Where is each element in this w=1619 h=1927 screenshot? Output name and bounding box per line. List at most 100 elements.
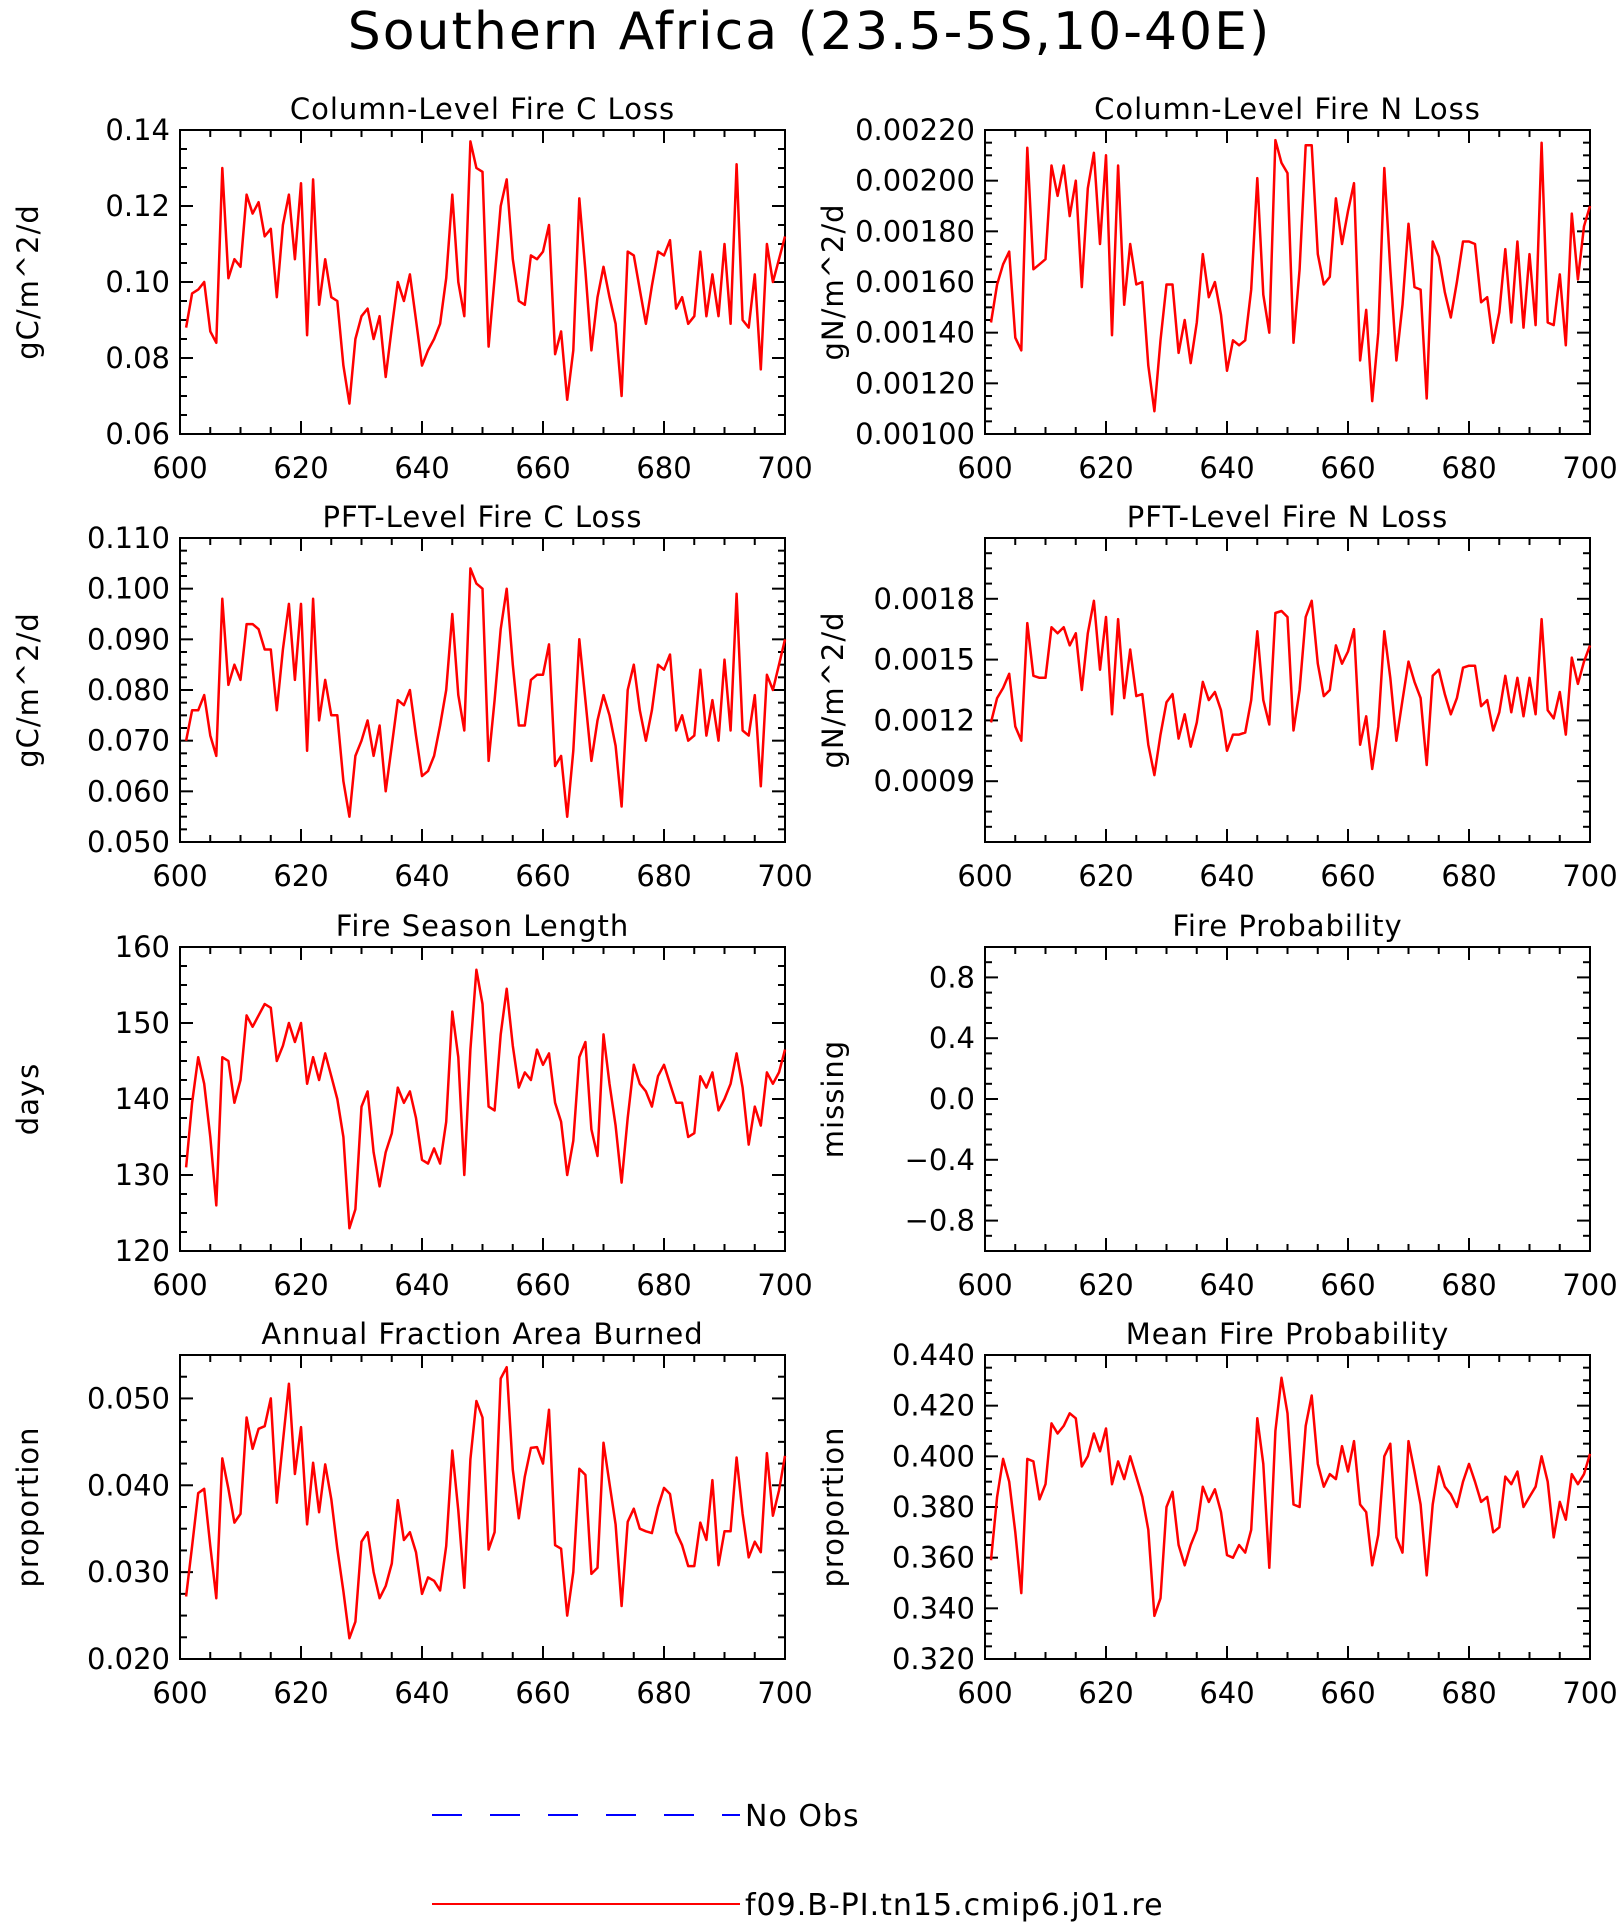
panel-2-ylabel: gN/m^2/d bbox=[816, 203, 850, 360]
panel-2-series-line bbox=[989, 138, 1592, 413]
panel-6-ytick-label: 0.4 bbox=[929, 1021, 975, 1055]
panel-4-ylabel: gN/m^2/d bbox=[816, 611, 850, 768]
panel-1-ytick-label: 0.10 bbox=[105, 265, 170, 299]
panel-8-ytick-label: 0.360 bbox=[892, 1541, 975, 1575]
panel-8-ytick-label: 0.420 bbox=[892, 1389, 975, 1423]
panel-2-ytick-label: 0.00180 bbox=[855, 214, 975, 248]
panel-3-title: PFT-Level Fire C Loss bbox=[323, 500, 643, 534]
panel-7-series-line bbox=[184, 1365, 787, 1640]
panel-5-ylabel: days bbox=[11, 1063, 45, 1135]
panel-2-ytick-label: 0.00140 bbox=[855, 316, 975, 350]
panel-3-ytick-label: 0.090 bbox=[87, 622, 170, 656]
panel-7-title: Annual Fraction Area Burned bbox=[261, 1317, 703, 1351]
panel-2-ytick-label: 0.00220 bbox=[855, 113, 975, 147]
panel-1-xtick-label: 700 bbox=[757, 451, 812, 485]
panel-6-xtick-label: 600 bbox=[957, 1268, 1012, 1302]
panel-1-ytick-label: 0.12 bbox=[105, 189, 170, 223]
panel-8-ytick-label: 0.440 bbox=[892, 1338, 975, 1372]
panel-1-ytick-label: 0.06 bbox=[105, 417, 170, 451]
panel-2-title: Column-Level Fire N Loss bbox=[1094, 92, 1481, 126]
panel-7-xtick-label: 680 bbox=[636, 1676, 691, 1710]
panel-4-title: PFT-Level Fire N Loss bbox=[1127, 500, 1448, 534]
panel-5-series-line bbox=[184, 968, 787, 1230]
panel-6-ylabel: missing bbox=[816, 1040, 850, 1158]
panel-6-ytick-label: −0.4 bbox=[905, 1143, 975, 1177]
panel-1-ytick-label: 0.14 bbox=[105, 113, 170, 147]
panel-8-xtick-label: 600 bbox=[957, 1676, 1012, 1710]
panel-5-frame bbox=[179, 946, 786, 1252]
panel-8-xtick-label: 640 bbox=[1199, 1676, 1254, 1710]
panel-2-ytick-label: 0.00100 bbox=[855, 417, 975, 451]
panel-3-ylabel: gC/m^2/d bbox=[11, 612, 45, 768]
panel-5-xtick-label: 600 bbox=[152, 1268, 207, 1302]
panel-5-xtick-label: 660 bbox=[515, 1268, 570, 1302]
panel-6-xtick-label: 700 bbox=[1562, 1268, 1617, 1302]
panel-1-xtick-label: 680 bbox=[636, 451, 691, 485]
panel-5-xtick-label: 700 bbox=[757, 1268, 812, 1302]
panel-6-ytick-label: 0.0 bbox=[929, 1082, 975, 1116]
panel-3-ytick-label: 0.070 bbox=[87, 724, 170, 758]
panel-4-ytick-label: 0.0015 bbox=[874, 643, 975, 677]
panel-5-ytick-label: 150 bbox=[115, 1006, 170, 1040]
panel-3-xtick-label: 700 bbox=[757, 859, 812, 893]
panel-2-xtick-label: 700 bbox=[1562, 451, 1617, 485]
panel-6-xtick-label: 660 bbox=[1320, 1268, 1375, 1302]
panel-4-series-line bbox=[989, 599, 1592, 777]
panel-7-xtick-label: 600 bbox=[152, 1676, 207, 1710]
panel-1-series-line bbox=[184, 140, 787, 405]
panel-2-xtick-label: 600 bbox=[957, 451, 1012, 485]
panel-8-ytick-label: 0.380 bbox=[892, 1490, 975, 1524]
panel-1-title: Column-Level Fire C Loss bbox=[290, 92, 675, 126]
panel-4-xtick-label: 640 bbox=[1199, 859, 1254, 893]
panel-3-xtick-label: 640 bbox=[394, 859, 449, 893]
panel-4-ytick-label: 0.0012 bbox=[874, 703, 975, 737]
panel-4-xtick-label: 700 bbox=[1562, 859, 1617, 893]
panel-3-ytick-label: 0.110 bbox=[87, 521, 170, 555]
panel-4-frame bbox=[984, 537, 1591, 843]
panel-3-ytick-label: 0.050 bbox=[87, 825, 170, 859]
panel-5-ytick-label: 160 bbox=[115, 930, 170, 964]
panel-8-series-line bbox=[989, 1376, 1592, 1618]
panel-6-xtick-label: 640 bbox=[1199, 1268, 1254, 1302]
legend-model-label: f09.B-PI.tn15.cmip6.j01.re bbox=[745, 1888, 1164, 1922]
panel-8-xtick-label: 660 bbox=[1320, 1676, 1375, 1710]
panel-2-ytick-label: 0.00160 bbox=[855, 265, 975, 299]
panel-7-ytick-label: 0.040 bbox=[87, 1468, 170, 1502]
panel-5-title: Fire Season Length bbox=[336, 909, 629, 943]
panel-6-xtick-label: 620 bbox=[1078, 1268, 1133, 1302]
panel-8-ytick-label: 0.340 bbox=[892, 1591, 975, 1625]
panel-3-ytick-label: 0.100 bbox=[87, 572, 170, 606]
panel-3-frame bbox=[179, 537, 786, 843]
panel-4-ytick-label: 0.0018 bbox=[874, 582, 975, 616]
panel-1-xtick-label: 620 bbox=[273, 451, 328, 485]
panel-2-xtick-label: 620 bbox=[1078, 451, 1133, 485]
panel-5-ytick-label: 140 bbox=[115, 1082, 170, 1116]
panel-2-xtick-label: 640 bbox=[1199, 451, 1254, 485]
panel-2-ytick-label: 0.00200 bbox=[855, 164, 975, 198]
panel-6-xtick-label: 680 bbox=[1441, 1268, 1496, 1302]
panel-4-ytick-label: 0.0009 bbox=[874, 764, 975, 798]
panel-6-ytick-label: −0.8 bbox=[905, 1204, 975, 1238]
panel-1-ytick-label: 0.08 bbox=[105, 341, 170, 375]
panel-4-xtick-label: 660 bbox=[1320, 859, 1375, 893]
panel-8-xtick-label: 680 bbox=[1441, 1676, 1496, 1710]
panel-5-xtick-label: 640 bbox=[394, 1268, 449, 1302]
panel-8-ytick-label: 0.320 bbox=[892, 1642, 975, 1676]
panel-4-xtick-label: 600 bbox=[957, 859, 1012, 893]
panel-3-series-line bbox=[184, 567, 787, 818]
panel-4-xtick-label: 620 bbox=[1078, 859, 1133, 893]
panel-3-xtick-label: 620 bbox=[273, 859, 328, 893]
panel-7-xtick-label: 640 bbox=[394, 1676, 449, 1710]
panel-7-xtick-label: 620 bbox=[273, 1676, 328, 1710]
panel-8-xtick-label: 620 bbox=[1078, 1676, 1133, 1710]
panel-3-xtick-label: 600 bbox=[152, 859, 207, 893]
panel-7-xtick-label: 660 bbox=[515, 1676, 570, 1710]
panel-8-frame bbox=[984, 1354, 1591, 1660]
panel-2-ytick-label: 0.00120 bbox=[855, 366, 975, 400]
panel-6-title: Fire Probability bbox=[1172, 909, 1402, 943]
panel-8-ytick-label: 0.400 bbox=[892, 1439, 975, 1473]
figure-title: Southern Africa (23.5-5S,10-40E) bbox=[347, 2, 1272, 62]
panel-1-xtick-label: 640 bbox=[394, 451, 449, 485]
